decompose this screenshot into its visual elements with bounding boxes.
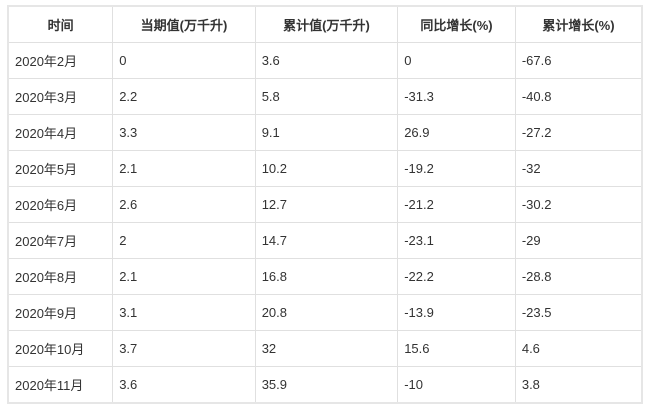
table-cell: -10 (397, 366, 516, 404)
table-row: 2020年5月 2.1 10.2 -19.2 -32 (7, 150, 643, 187)
table-cell: 16.8 (254, 258, 399, 295)
table-cell: -23.1 (397, 222, 516, 259)
table-cell: 2.2 (112, 78, 256, 115)
table-cell: -31.3 (397, 78, 516, 115)
table-row: 2020年9月 3.1 20.8 -13.9 -23.5 (7, 294, 643, 331)
table-cell: 2020年10月 (7, 330, 114, 367)
table-row: 2020年6月 2.6 12.7 -21.2 -30.2 (7, 186, 643, 223)
table-cell: -23.5 (514, 294, 643, 331)
table-cell: 2.6 (112, 186, 256, 223)
table-cell: 3.3 (112, 114, 256, 151)
table-row: 2020年10月 3.7 32 15.6 4.6 (7, 330, 643, 367)
table-row: 2020年7月 2 14.7 -23.1 -29 (7, 222, 643, 259)
table-cell: 3.6 (254, 42, 399, 79)
table-cell: -29 (514, 222, 643, 259)
table-row: 2020年3月 2.2 5.8 -31.3 -40.8 (7, 78, 643, 115)
table-cell: -27.2 (514, 114, 643, 151)
column-header: 时间 (7, 5, 114, 43)
column-header: 累计值(万千升) (254, 5, 399, 43)
table-cell: 2 (112, 222, 256, 259)
table-row: 2020年8月 2.1 16.8 -22.2 -28.8 (7, 258, 643, 295)
table-cell: 14.7 (254, 222, 399, 259)
table-cell: 2020年8月 (7, 258, 114, 295)
data-table: 时间 当期值(万千升) 累计值(万千升) 同比增长(%) 累计增长(%) 2020年2月… (7, 5, 643, 404)
table-cell: -19.2 (397, 150, 516, 187)
table-cell: 2020年3月 (7, 78, 114, 115)
table-cell: 12.7 (254, 186, 399, 223)
table-cell: 2.1 (112, 258, 256, 295)
table-cell: -21.2 (397, 186, 516, 223)
table-cell: -13.9 (397, 294, 516, 331)
table-cell: 32 (254, 330, 399, 367)
table-row: 2020年4月 3.3 9.1 26.9 -27.2 (7, 114, 643, 151)
table-cell: 20.8 (254, 294, 399, 331)
table-cell: 10.2 (254, 150, 399, 187)
table-cell: 9.1 (254, 114, 399, 151)
table-cell: 3.1 (112, 294, 256, 331)
table-cell: 0 (397, 42, 516, 79)
table-cell: -22.2 (397, 258, 516, 295)
table-cell: 0 (112, 42, 256, 79)
table-cell: 3.6 (112, 366, 256, 404)
table-cell: -28.8 (514, 258, 643, 295)
column-header: 同比增长(%) (397, 5, 516, 43)
table-cell: 15.6 (397, 330, 516, 367)
table-cell: 2020年4月 (7, 114, 114, 151)
table-cell: 2020年11月 (7, 366, 114, 404)
table-cell: 2020年2月 (7, 42, 114, 79)
table-cell: 2020年5月 (7, 150, 114, 187)
table-cell: 4.6 (514, 330, 643, 367)
column-header: 当期值(万千升) (112, 5, 256, 43)
table-cell: 3.7 (112, 330, 256, 367)
table-cell: -67.6 (514, 42, 643, 79)
table-cell: 5.8 (254, 78, 399, 115)
table-cell: 2020年9月 (7, 294, 114, 331)
column-header: 累计增长(%) (514, 5, 643, 43)
table-cell: 35.9 (254, 366, 399, 404)
header-row: 时间 当期值(万千升) 累计值(万千升) 同比增长(%) 累计增长(%) (7, 5, 643, 43)
table-cell: 26.9 (397, 114, 516, 151)
table-cell: -32 (514, 150, 643, 187)
table-row: 2020年11月 3.6 35.9 -10 3.8 (7, 366, 643, 404)
table-cell: 2020年7月 (7, 222, 114, 259)
table-cell: 2020年6月 (7, 186, 114, 223)
table-row: 2020年2月 0 3.6 0 -67.6 (7, 42, 643, 79)
table-cell: -40.8 (514, 78, 643, 115)
table-cell: -30.2 (514, 186, 643, 223)
table-cell: 2.1 (112, 150, 256, 187)
table-cell: 3.8 (514, 366, 643, 404)
